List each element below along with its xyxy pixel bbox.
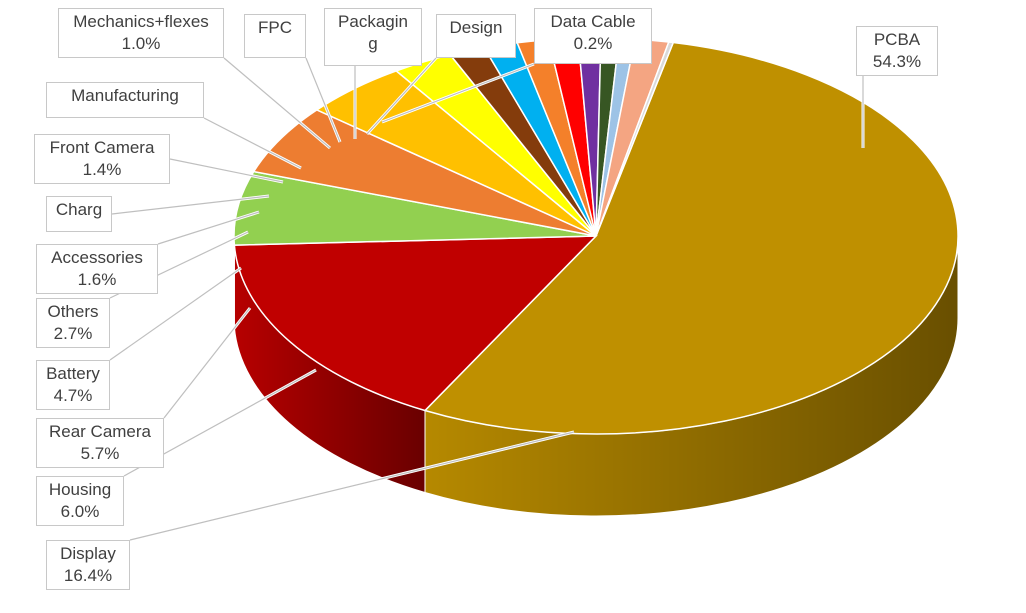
data-label-housing: Housing 6.0% — [36, 476, 124, 526]
data-label-value: 16.4% — [63, 566, 113, 585]
pie-slice-housing — [233, 170, 597, 246]
data-label-value: 5.7% — [80, 444, 120, 463]
data-label-display: Display 16.4% — [46, 540, 130, 590]
leader-line-rear-camera — [163, 307, 251, 419]
data-label-name: Design — [449, 18, 503, 37]
data-label-name: Manufacturing — [71, 86, 179, 105]
data-label-battery: Battery 4.7% — [36, 360, 110, 410]
leader-line-charg — [111, 195, 270, 215]
pie-slice-data-cable — [595, 41, 675, 237]
data-label-front-camera: Front Camera 1.4% — [34, 134, 170, 184]
data-label-name: Packagin — [338, 12, 408, 31]
data-label-name: PCBA — [873, 30, 921, 49]
leader-line-fpc — [305, 57, 341, 143]
data-label-value: 1.0% — [121, 34, 161, 53]
data-label-manufacturing: Manufacturing — [46, 82, 204, 118]
data-label-name: Front Camera — [49, 138, 155, 157]
data-label-data-cable: Data Cable 0.2% — [534, 8, 652, 64]
data-label-accessories: Accessories 1.6% — [36, 244, 158, 294]
leader-line-data-cable — [381, 63, 535, 123]
leader-line-mechanics-flexes — [223, 57, 331, 149]
data-label-others: Others 2.7% — [36, 298, 110, 348]
leader-line-front-camera — [169, 158, 284, 183]
data-label-name: Housing — [48, 480, 112, 499]
data-label-name: Accessories — [51, 248, 143, 267]
data-label-design: Design — [436, 14, 516, 58]
data-label-name: g — [368, 34, 378, 53]
leader-line-accessories — [157, 211, 260, 245]
data-label-name: Charg — [55, 200, 103, 219]
data-label-value: 4.7% — [53, 386, 93, 405]
data-label-name: Battery — [46, 364, 100, 383]
data-label-value: 2.7% — [53, 324, 93, 343]
leader-line-manufacturing — [203, 117, 302, 169]
data-label-charg: Charg — [46, 196, 112, 232]
data-label-rear-camera: Rear Camera 5.7% — [36, 418, 164, 468]
leader-line-design — [366, 57, 437, 135]
data-label-value: 1.6% — [77, 270, 117, 289]
data-label-name: FPC — [258, 18, 292, 37]
data-label-name: Rear Camera — [48, 422, 152, 441]
leader-line-display — [129, 431, 575, 541]
data-label-value: 0.2% — [573, 34, 613, 53]
data-label-fpc: FPC — [244, 14, 306, 58]
pie-slice-pcba — [423, 41, 959, 435]
data-label-name: Data Cable — [550, 12, 636, 31]
data-label-name: Mechanics+flexes — [73, 12, 209, 31]
data-label-value: 6.0% — [60, 502, 100, 521]
data-label-value: 1.4% — [82, 160, 122, 179]
data-label-name: Others — [47, 302, 99, 321]
data-label-packaging: Packagin g — [324, 8, 422, 66]
data-label-mechanics-flexes: Mechanics+flexes 1.0% — [58, 8, 224, 58]
pie-slice-display — [233, 235, 598, 412]
data-label-value: 54.3% — [872, 52, 922, 71]
data-label-name: Display — [60, 544, 116, 563]
leader-line-battery — [109, 267, 242, 361]
data-label-pcba: PCBA 54.3% — [856, 26, 938, 76]
